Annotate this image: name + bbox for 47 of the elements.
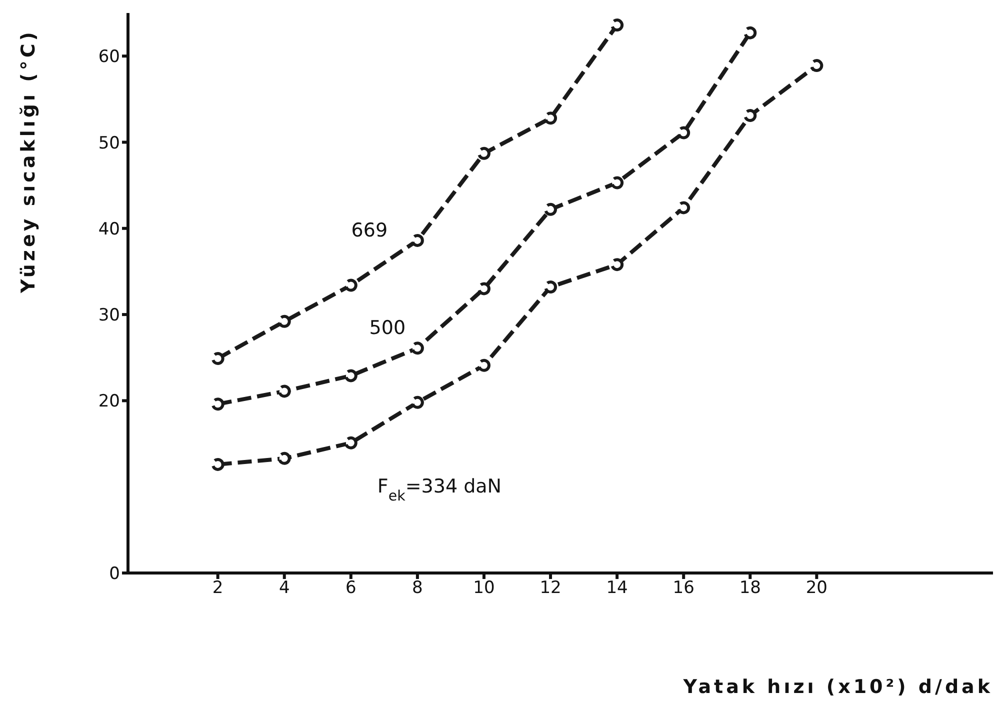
x-tick-label: 12 — [540, 578, 562, 598]
x-tick-label: 16 — [672, 578, 694, 598]
x-tick-label: 2 — [212, 578, 224, 598]
point — [278, 314, 291, 328]
y-tick-label: 60 — [98, 47, 120, 68]
series-label: 500 — [369, 317, 406, 340]
point — [744, 26, 757, 40]
point — [211, 352, 224, 365]
y-tick-label: 40 — [98, 219, 120, 240]
point — [477, 146, 490, 160]
point — [477, 358, 490, 372]
y-axis-title: Yüzey sıcaklığı (°C) — [18, 29, 40, 294]
point — [211, 398, 224, 411]
point — [810, 59, 824, 72]
point — [677, 126, 690, 140]
series-label: F$_{ek}$=334 daN — [377, 475, 502, 504]
x-axis-title: Yatak hızı (x10²) d/dak — [682, 676, 993, 698]
point — [410, 396, 424, 409]
point — [344, 369, 358, 382]
x-tick-label: 8 — [412, 578, 423, 598]
x-tick-label: 18 — [739, 578, 761, 598]
x-tick-label: 20 — [806, 578, 828, 598]
point — [344, 436, 358, 450]
y-tick-label: 0 — [109, 564, 120, 584]
y-tick-label: 50 — [98, 133, 120, 154]
point — [610, 18, 624, 32]
point — [544, 280, 558, 294]
point — [544, 112, 558, 125]
x-tick-label: 14 — [606, 578, 628, 598]
point — [211, 458, 224, 471]
y-tick-label: 30 — [98, 306, 120, 326]
y-tick-label: 20 — [98, 392, 120, 412]
point — [278, 384, 291, 398]
point — [677, 201, 690, 214]
x-tick-label: 4 — [278, 578, 290, 598]
point — [610, 176, 624, 190]
x-tick-label: 6 — [345, 578, 356, 598]
series-label: 669 — [351, 219, 388, 242]
point — [410, 234, 424, 247]
point — [344, 278, 358, 292]
point — [544, 202, 558, 216]
point — [410, 342, 424, 355]
point — [278, 452, 291, 465]
point — [477, 282, 490, 296]
point — [744, 109, 757, 122]
point — [610, 258, 624, 272]
x-tick-label: 10 — [473, 578, 495, 598]
